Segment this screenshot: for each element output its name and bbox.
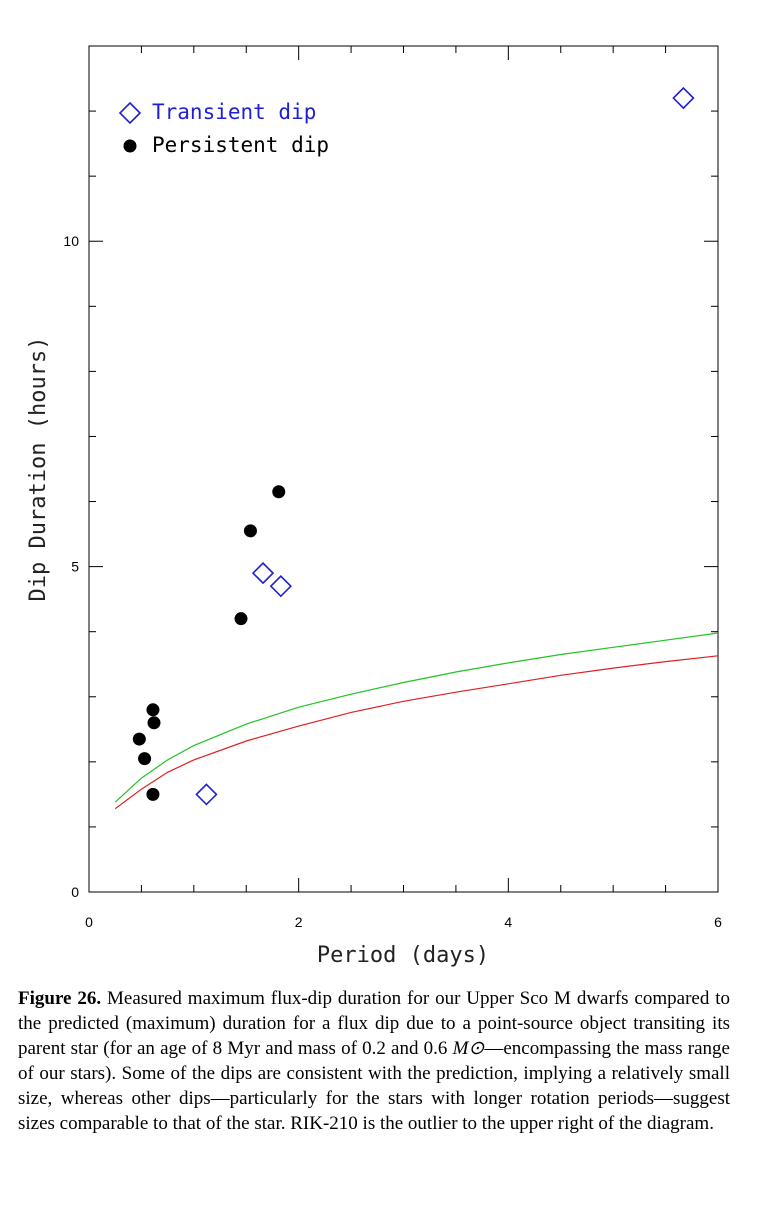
persistent-dip-point (234, 612, 248, 626)
x-tick-label: 2 (295, 914, 303, 930)
legend-marker-persistent (123, 139, 137, 153)
legend-label: Persistent dip (152, 133, 329, 157)
figure-caption: Figure 26. Measured maximum flux-dip dur… (18, 986, 730, 1136)
transient-dip-point (251, 561, 275, 585)
legend-marker-transient (118, 101, 142, 125)
persistent-dip-point (146, 703, 160, 717)
caption-solar-mass: M⊙ (452, 1038, 485, 1059)
y-tick-label: 5 (71, 559, 79, 575)
persistent-dip-point (272, 485, 286, 499)
legend: Transient dip Persistent dip (118, 100, 329, 157)
legend-label: Transient dip (152, 100, 316, 124)
persistent-dip-point (146, 787, 160, 801)
persistent-dip-point (132, 732, 146, 746)
y-tick-label: 0 (71, 884, 79, 900)
y-tick-label: 10 (63, 233, 79, 249)
transient-dip-point (269, 575, 292, 598)
transient-dip-point (672, 86, 695, 110)
data-points (132, 86, 695, 806)
y-axis-label: Dip Duration (hours) (26, 337, 51, 602)
x-tick-label: 6 (714, 914, 722, 930)
prediction-curve-1 (114, 632, 719, 803)
caption-text-part1: Measured maximum flux-dip duration for o… (18, 988, 730, 1059)
persistent-dip-point (138, 752, 152, 766)
caption-figure-label: Figure 26. (18, 988, 102, 1009)
tick-labels: 0 2 4 6 0 5 10 (63, 233, 722, 930)
axis-ticks (88, 45, 719, 893)
transient-dip-point (195, 783, 218, 806)
persistent-dip-point (147, 716, 161, 730)
scatter-plot: 0 2 4 6 0 5 10 Transient dip Persistent dip Per… (26, 45, 722, 968)
prediction-curves (114, 632, 719, 810)
prediction-curve-2 (114, 655, 719, 810)
persistent-dip-point (243, 524, 257, 538)
x-tick-label: 4 (504, 914, 512, 930)
caption-text-part2: —encompassing the mass range of our star… (18, 1038, 730, 1134)
x-tick-label: 0 (85, 914, 93, 930)
x-axis-label: Period (days) (317, 943, 489, 968)
